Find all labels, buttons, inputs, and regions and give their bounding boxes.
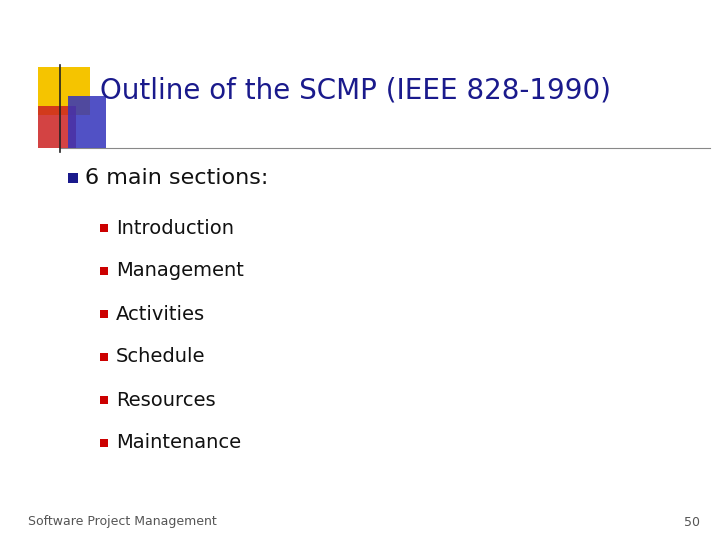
Bar bbox=[100, 267, 108, 275]
Text: Introduction: Introduction bbox=[116, 219, 234, 238]
Text: Software Project Management: Software Project Management bbox=[28, 516, 217, 529]
Text: Management: Management bbox=[116, 261, 244, 280]
Text: Resources: Resources bbox=[116, 390, 215, 409]
Bar bbox=[68, 173, 78, 183]
Bar bbox=[68, 96, 106, 148]
Text: Schedule: Schedule bbox=[116, 348, 205, 367]
Text: Outline of the SCMP (IEEE 828-1990): Outline of the SCMP (IEEE 828-1990) bbox=[100, 76, 611, 104]
Bar bbox=[100, 224, 108, 232]
Text: 50: 50 bbox=[684, 516, 700, 529]
Bar bbox=[100, 439, 108, 447]
Bar bbox=[38, 106, 76, 148]
Bar bbox=[100, 310, 108, 318]
Text: Maintenance: Maintenance bbox=[116, 434, 241, 453]
Bar bbox=[38, 67, 90, 115]
Text: Activities: Activities bbox=[116, 305, 205, 323]
Bar bbox=[100, 396, 108, 404]
Bar bbox=[100, 353, 108, 361]
Text: 6 main sections:: 6 main sections: bbox=[85, 168, 269, 188]
